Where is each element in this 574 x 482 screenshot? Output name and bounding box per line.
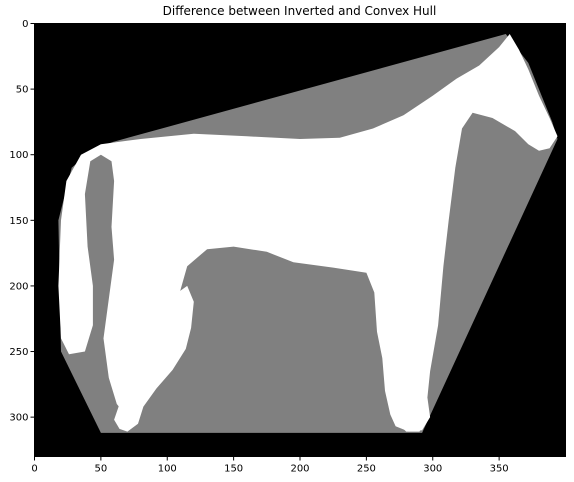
y-tick-label: 100 xyxy=(9,150,28,161)
x-tick-label: 50 xyxy=(95,464,108,475)
y-axis: 0 50 100 150 200 250 300 xyxy=(9,19,35,424)
x-tick-label: 250 xyxy=(357,464,376,475)
x-tick-label: 300 xyxy=(423,464,442,475)
x-tick-label: 200 xyxy=(290,464,309,475)
x-tick-label: 0 xyxy=(31,464,37,475)
y-tick-label: 50 xyxy=(16,85,29,96)
y-tick-label: 200 xyxy=(9,281,28,292)
x-axis: 0 50 100 150 200 250 300 350 xyxy=(31,456,509,475)
y-tick-label: 150 xyxy=(9,216,28,227)
y-tick-label: 0 xyxy=(22,19,28,30)
x-tick-label: 150 xyxy=(224,464,243,475)
y-tick-label: 300 xyxy=(9,413,28,424)
horse-front-leg xyxy=(395,272,424,432)
y-tick-label: 250 xyxy=(9,347,28,358)
image-layer xyxy=(34,23,566,457)
horse-body xyxy=(58,34,558,432)
x-tick-label: 350 xyxy=(490,464,509,475)
x-tick-label: 100 xyxy=(158,464,177,475)
horse-hind-leg xyxy=(114,285,194,432)
plot-title: Difference between Inverted and Convex H… xyxy=(162,4,437,18)
